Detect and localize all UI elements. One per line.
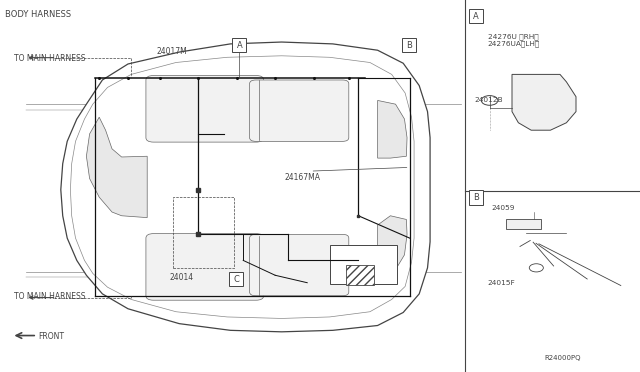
Bar (330, 245, 397, 284)
PathPatch shape (378, 216, 407, 273)
Text: A: A (474, 12, 479, 21)
Text: 24167MA: 24167MA (285, 173, 321, 182)
Text: 24276U 〈RH〉: 24276U 〈RH〉 (488, 33, 538, 40)
Text: 24017M: 24017M (157, 46, 188, 55)
Text: C: C (233, 275, 239, 284)
PathPatch shape (378, 100, 407, 158)
Bar (506, 219, 541, 229)
FancyBboxPatch shape (146, 234, 264, 300)
Text: TO MAIN HARNESS: TO MAIN HARNESS (14, 292, 86, 301)
Text: 24276UA〈LH〉: 24276UA〈LH〉 (488, 40, 540, 47)
Bar (232, 38, 246, 52)
Text: TO MAIN HARNESS: TO MAIN HARNESS (14, 54, 86, 63)
PathPatch shape (61, 42, 430, 332)
Bar (402, 38, 416, 52)
Bar (469, 9, 483, 23)
FancyBboxPatch shape (250, 80, 349, 141)
Bar (173, 197, 234, 268)
Bar (469, 190, 483, 205)
PathPatch shape (512, 74, 576, 130)
Text: 24015F: 24015F (488, 280, 515, 286)
FancyBboxPatch shape (146, 76, 264, 142)
Text: 24012B: 24012B (475, 97, 504, 103)
Text: FRONT: FRONT (38, 332, 65, 341)
Text: BODY HARNESS: BODY HARNESS (5, 10, 71, 19)
Text: 24215M: 24215M (342, 265, 373, 274)
Text: R24000PQ: R24000PQ (544, 355, 580, 361)
PathPatch shape (86, 117, 147, 218)
Text: 24059: 24059 (492, 205, 515, 211)
FancyBboxPatch shape (250, 234, 349, 296)
Text: B: B (406, 41, 412, 49)
Text: 24014: 24014 (170, 273, 194, 282)
Bar (346, 265, 374, 285)
Text: A: A (237, 41, 242, 49)
Bar (229, 272, 243, 286)
Text: B: B (473, 193, 479, 202)
